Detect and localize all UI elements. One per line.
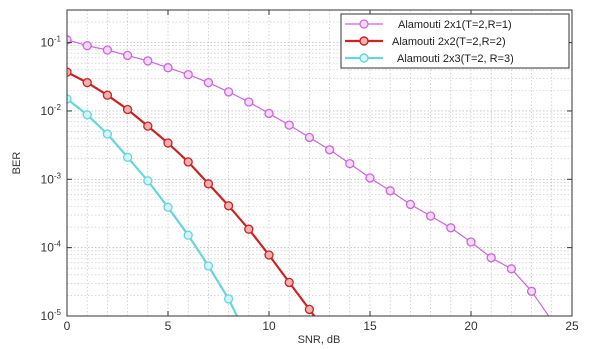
legend-entry-2x3: Alamouti 2x3(T=2, R=3): [345, 53, 514, 65]
plot-area-frame: [66, 9, 573, 317]
data-point: [365, 173, 375, 183]
data-point: [122, 104, 133, 115]
data-point: [82, 77, 92, 88]
data-point: [526, 286, 537, 296]
data-point: [67, 35, 72, 45]
data-point: [405, 199, 416, 210]
legend: Alamouti 2x1(T=2,R=1) Alamouti 2x2(T=2,R…: [340, 13, 570, 69]
series-line: [67, 98, 239, 316]
data-point: [446, 223, 456, 233]
y-tick-label: 10-4: [41, 240, 62, 255]
data-point: [304, 304, 315, 315]
data-point: [264, 108, 274, 119]
data-point: [143, 121, 153, 131]
data-point: [284, 277, 294, 288]
data-point: [223, 87, 234, 97]
data-point: [122, 152, 133, 162]
data-point: [203, 179, 214, 189]
legend-entry-2x2: Alamouti 2x2(T=2,R=2): [345, 36, 506, 48]
data-point: [244, 224, 254, 234]
data-point: [550, 315, 553, 316]
legend-label-2x2: Alamouti 2x2(T=2,R=2): [392, 36, 506, 48]
data-point: [183, 230, 193, 240]
series-2: [67, 67, 316, 316]
data-point: [345, 158, 355, 169]
data-point: [163, 202, 173, 212]
data-point: [284, 120, 294, 130]
legend-marker-2x1: [359, 19, 369, 29]
data-point: [486, 253, 496, 263]
x-tick-label: 15: [363, 319, 377, 333]
data-point: [244, 97, 254, 107]
x-axis-label: SNR, dB: [298, 334, 341, 346]
x-tick-label: 0: [64, 319, 71, 333]
data-point: [223, 294, 234, 304]
data-point: [67, 67, 72, 77]
y-tick-label: 10-1: [41, 35, 62, 50]
series-1: [67, 35, 553, 316]
data-point: [385, 186, 395, 196]
legend-entry-2x1: Alamouti 2x1(T=2,R=1): [345, 19, 512, 31]
data-point: [102, 129, 113, 139]
x-tick-label: 25: [565, 319, 579, 333]
data-point: [163, 63, 173, 73]
data-point: [425, 211, 436, 221]
data-point: [223, 201, 234, 211]
x-tick-label: 10: [262, 319, 276, 333]
data-point: [203, 77, 214, 88]
data-point: [506, 264, 517, 274]
data-point: [183, 69, 193, 80]
series-3: [67, 94, 253, 344]
x-tick-label: 5: [165, 319, 172, 333]
legend-label-2x3: Alamouti 2x3(T=2, R=3): [397, 53, 514, 65]
data-point: [163, 138, 173, 148]
y-axis-label: BER: [11, 152, 23, 175]
data-point: [102, 45, 113, 55]
data-point: [304, 132, 315, 143]
legend-marker-2x2: [359, 36, 369, 46]
data-point: [102, 90, 113, 100]
y-tick-label: 10-2: [41, 103, 62, 118]
data-point: [245, 336, 253, 344]
data-point: [122, 50, 133, 61]
x-tick-label: 20: [464, 319, 478, 333]
data-point: [67, 94, 72, 104]
data-point: [324, 145, 335, 155]
legend-marker-2x3: [359, 53, 369, 63]
data-point: [143, 56, 153, 66]
data-point: [143, 176, 153, 186]
data-point: [264, 250, 274, 260]
data-point: [466, 237, 476, 247]
data-point: [183, 157, 193, 167]
data-series: [67, 35, 553, 344]
axis-ticks: 0 5 10 15 20 25 10-1 10-2 10-3 10-4 10-5: [41, 10, 579, 333]
data-point: [82, 41, 92, 51]
y-tick-label: 10-5: [41, 308, 62, 323]
data-point: [82, 110, 92, 120]
legend-label-2x1: Alamouti 2x1(T=2,R=1): [398, 19, 512, 31]
data-point: [203, 261, 214, 271]
y-tick-label: 10-3: [41, 171, 62, 186]
